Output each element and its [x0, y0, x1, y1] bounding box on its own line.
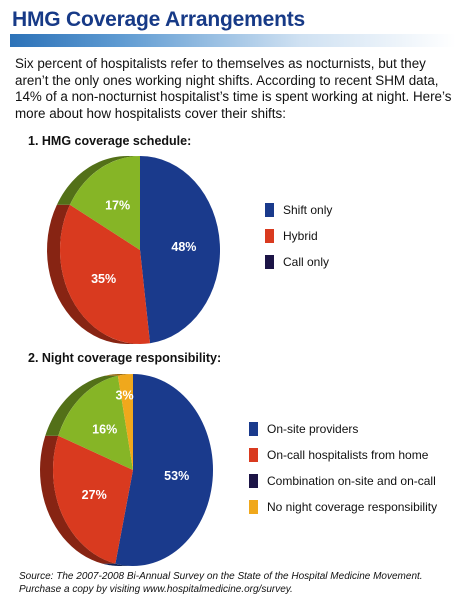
- pie-1-label-shift-only: 48%: [171, 240, 196, 254]
- source-note: Source: The 2007-2008 Bi-Annual Survey o…: [19, 571, 423, 595]
- legend-2-item-no-night-coverage-responsibility: No night coverage responsibility: [249, 494, 437, 520]
- pie-1-slice-hybrid: [60, 204, 151, 345]
- pie-1-side-hybrid: [47, 204, 141, 344]
- intro-paragraph: Six percent of hospitalists refer to the…: [15, 56, 452, 121]
- pie-2-side-combination-on-site-and-on-call: [45, 375, 118, 436]
- pie-2-side-no-night-coverage-responsibility: [104, 374, 133, 376]
- legend-2-swatch-no-night-coverage-responsibility: [249, 500, 258, 514]
- legend-2-label-on-call-hospitalists-from-home: On-call hospitalists from home: [267, 448, 429, 462]
- legend-1-swatch-hybrid: [265, 229, 274, 243]
- legend-1-swatch-shift-only: [265, 203, 274, 217]
- pie-2-label-no-night-coverage-responsibility: 3%: [116, 389, 134, 403]
- pie-2-slice-on-call-hospitalists-from-home: [53, 435, 133, 564]
- pie-2-side-on-call-hospitalists-from-home: [40, 435, 116, 564]
- legend-2-swatch-combination-on-site-and-on-call: [249, 474, 258, 488]
- legend-2-swatch-on-call-hospitalists-from-home: [249, 448, 258, 462]
- pie-1-side-call-only: [56, 156, 140, 205]
- legend-2-item-on-site-providers: On-site providers: [249, 416, 437, 442]
- legend-night-coverage: On-site providers On-call hospitalists fr…: [249, 416, 437, 520]
- legend-1-label-call-only: Call only: [283, 255, 330, 269]
- legend-coverage-schedule: Shift only Hybrid Call only: [265, 197, 332, 275]
- title-underline-bar: [10, 34, 456, 47]
- chart-1-title: 1. HMG coverage schedule:: [28, 134, 192, 148]
- legend-2-swatch-on-site-providers: [249, 422, 258, 436]
- pie-1-label-hybrid: 35%: [91, 272, 116, 286]
- pie-1-slice-shift-only: [140, 156, 221, 344]
- legend-2-label-combination-on-site-and-on-call: Combination on-site and on-call: [267, 474, 436, 488]
- legend-1-swatch-call-only: [265, 255, 274, 269]
- legend-2-item-on-call-hospitalists-from-home: On-call hospitalists from home: [249, 442, 437, 468]
- pie-chart-coverage-schedule: 48% 35% 17%: [47, 156, 221, 345]
- pie-chart-night-coverage: 53% 27% 16% 3%: [40, 374, 214, 566]
- pie-2-side-on-site-providers: [102, 563, 133, 566]
- legend-1-item-shift-only: Shift only: [265, 197, 332, 223]
- pie-1-label-call-only: 17%: [105, 199, 130, 213]
- pie-2-slice-combination-on-site-and-on-call: [58, 375, 133, 470]
- legend-2-label-on-site-providers: On-site providers: [267, 422, 359, 436]
- legend-2-label-no-night-coverage-responsibility: No night coverage responsibility: [267, 500, 438, 514]
- legend-1-item-call-only: Call only: [265, 249, 332, 275]
- pie-2-label-on-site-providers: 53%: [164, 469, 189, 483]
- pie-2-slice-no-night-coverage-responsibility: [117, 374, 133, 470]
- legend-1-item-hybrid: Hybrid: [265, 223, 332, 249]
- pie-2-label-combination-on-site-and-on-call: 16%: [92, 423, 117, 437]
- pie-2-label-on-call-hospitalists-from-home: 27%: [82, 488, 107, 502]
- legend-2-item-combination-on-site-and-on-call: Combination on-site and on-call: [249, 468, 437, 494]
- pie-2-slice-on-site-providers: [115, 374, 214, 566]
- chart-2-title: 2. Night coverage responsibility:: [28, 351, 222, 365]
- legend-1-label-shift-only: Shift only: [283, 203, 333, 217]
- pie-1-slice-call-only: [69, 156, 140, 250]
- page-title: HMG Coverage Arrangements: [12, 8, 305, 31]
- legend-1-label-hybrid: Hybrid: [283, 229, 318, 243]
